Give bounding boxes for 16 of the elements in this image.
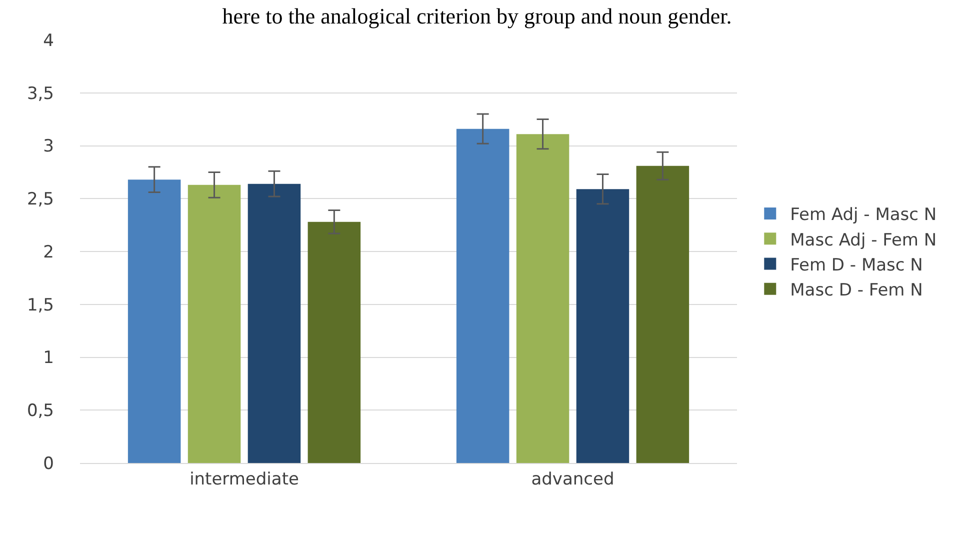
x-tick-label: advanced — [531, 469, 614, 490]
y-tick-label: 0 — [43, 454, 54, 474]
legend-label: Fem Adj - Masc N — [790, 205, 937, 226]
y-tick-label: 4 — [43, 30, 54, 51]
y-tick-label: 2 — [43, 242, 54, 262]
chart-title: here to the analogical criterion by group and noun gender. — [222, 3, 732, 28]
legend-label: Masc Adj - Fem N — [790, 230, 937, 250]
legend-label: Fem D - Masc N — [790, 255, 923, 276]
y-tick-label: 2,5 — [26, 190, 54, 210]
y-tick-label: 3,5 — [26, 84, 54, 104]
y-tick-label: 1 — [43, 348, 54, 368]
y-tick-label: 3 — [43, 136, 54, 157]
y-tick-label: 0,5 — [26, 401, 54, 422]
x-tick-label: intermediate — [190, 469, 299, 490]
legend-label: Masc D - Fem N — [790, 280, 923, 300]
y-tick-label: 1,5 — [26, 295, 54, 316]
